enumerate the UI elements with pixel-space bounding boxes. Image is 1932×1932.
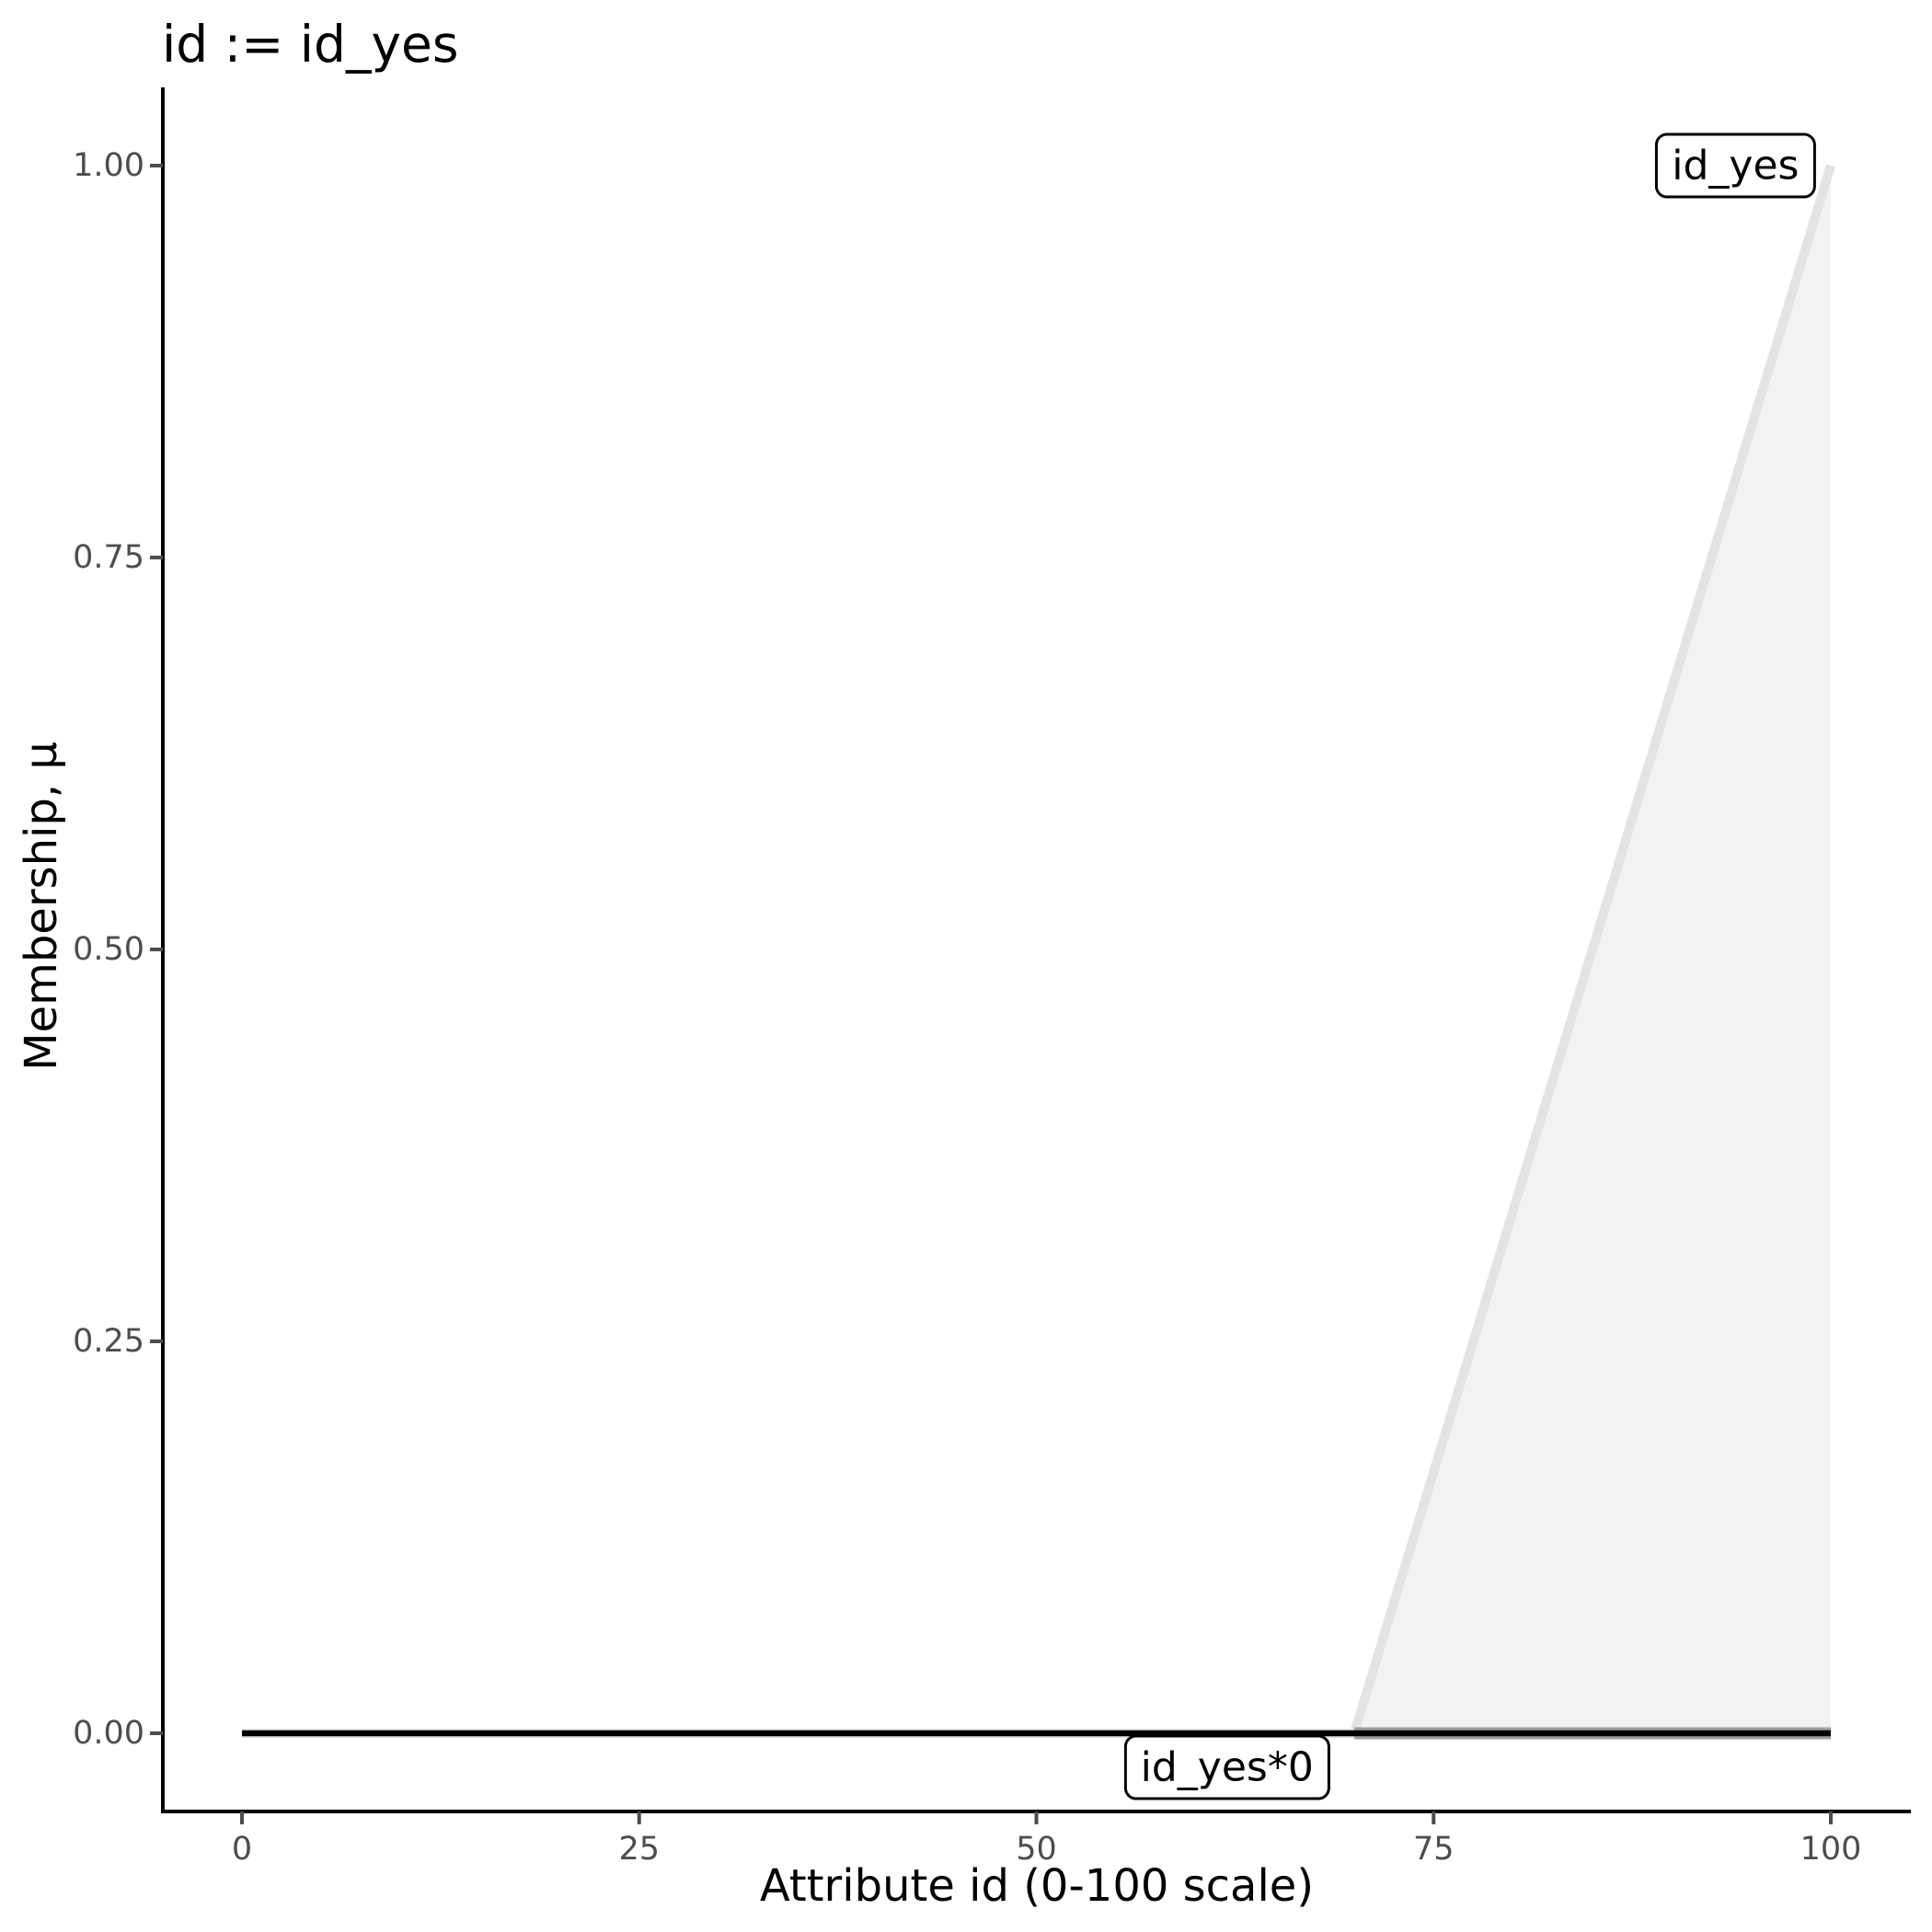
annotation-label-id_yes: id_yes: [1655, 132, 1816, 199]
x-tick-label-75: 75: [1412, 1831, 1455, 1868]
annotation-label-id_yes*0: id_yes*0: [1123, 1734, 1330, 1800]
chart-title: id := id_yes: [162, 15, 459, 74]
y-tick-label-0.75: 0.75: [73, 539, 144, 576]
y-axis-title: Membership, μ: [16, 742, 67, 1071]
x-tick-label-100: 100: [1800, 1831, 1862, 1868]
y-tick-label-0.00: 0.00: [73, 1715, 144, 1752]
x-tick-label-0: 0: [231, 1831, 253, 1868]
y-tick-label-1.00: 1.00: [73, 147, 144, 184]
y-tick-label-0.25: 0.25: [73, 1323, 144, 1360]
idyes-area-fill: [242, 166, 1831, 1733]
x-tick-label-25: 25: [618, 1831, 661, 1868]
x-tick-label-50: 50: [1016, 1831, 1057, 1868]
x-axis-title: Attribute id (0-100 scale): [759, 1860, 1315, 1912]
y-tick-label-0.50: 0.50: [73, 931, 144, 968]
